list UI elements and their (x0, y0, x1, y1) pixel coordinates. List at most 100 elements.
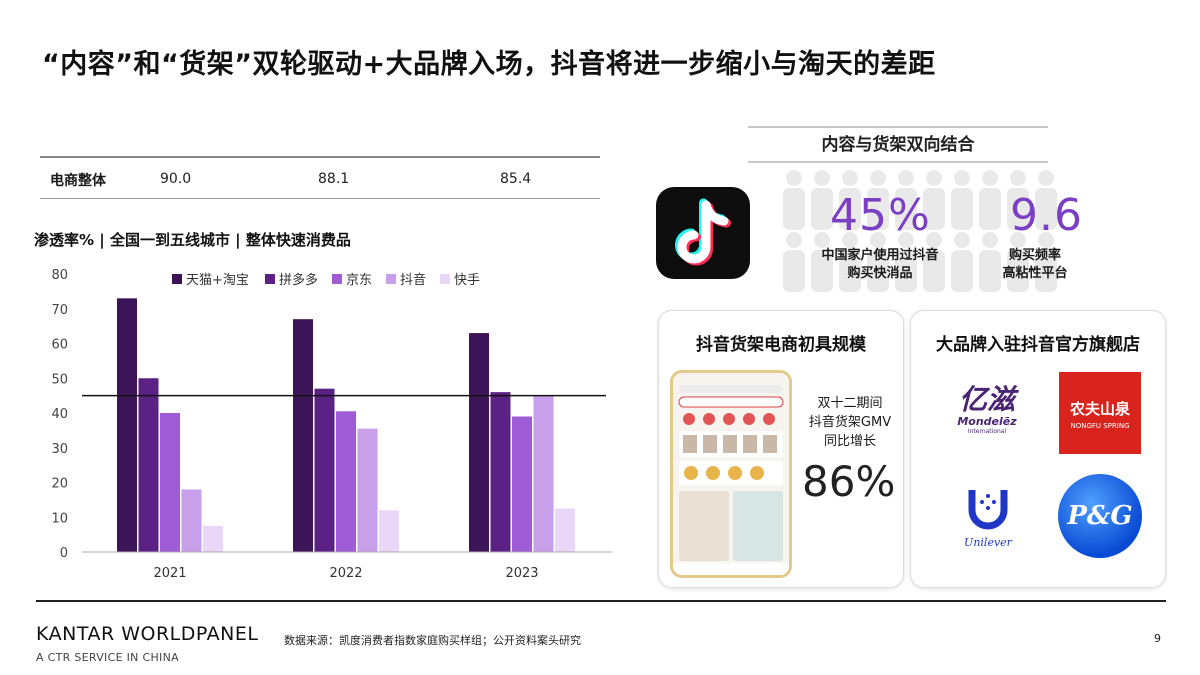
ecommerce-value-2021: 90.0 (160, 171, 192, 187)
bar-2022-2 (336, 411, 356, 552)
mondelez-logo-cn: 亿滋 (958, 383, 1015, 416)
unilever-logo-text: Unilever (964, 536, 1012, 549)
household-usage-label-line2: 购买快消品 (847, 266, 913, 281)
person-icon (1035, 170, 1057, 230)
legend-swatch (172, 274, 182, 284)
bar-2021-1 (138, 378, 159, 552)
person-icon (783, 232, 805, 292)
bar-2023-2 (512, 416, 532, 552)
chart-subtitle: 渗透率% | 全国一到五线城市 | 整体快速消费品 (34, 231, 351, 249)
unilever-u-icon (968, 490, 1008, 530)
person-icon (867, 232, 889, 292)
legend-swatch (386, 274, 396, 284)
purchase-frequency-stat: 9.6 (1010, 190, 1083, 241)
gmv-growth-value: 86% (802, 457, 896, 506)
person-icon (951, 170, 973, 230)
panel-title: 内容与货架双向结合 (821, 135, 975, 155)
y-tick-label: 20 (51, 477, 68, 492)
footer-rule (36, 600, 1166, 602)
legend-label: 天猫+淘宝 (186, 273, 249, 288)
bar-2021-4 (203, 525, 223, 552)
person-icon (1035, 232, 1057, 292)
purchase-frequency-label: 购买频率 高粘性平台 (975, 247, 1095, 283)
y-tick-label: 10 (51, 511, 68, 526)
pg-logo: P&G (1058, 474, 1142, 558)
bar-2022-1 (314, 388, 335, 552)
tiktok-logo-icon (656, 187, 750, 279)
person-icon (811, 232, 833, 292)
nongfu-logo-cn: 农夫山泉 (1069, 400, 1130, 418)
ecommerce-value-2022: 88.1 (318, 171, 350, 187)
person-icon (895, 232, 917, 292)
mondelez-logo-en: Mondelēz (957, 415, 1017, 428)
phone-screenshot (670, 370, 792, 578)
purchase-frequency-label-line1: 购买频率 (1008, 248, 1061, 263)
kantar-logo-subtitle: A CTR SERVICE IN CHINA (36, 651, 179, 664)
person-icon (867, 170, 889, 230)
person-icon (839, 170, 861, 230)
gmv-label-line2: 抖音货架GMV (808, 415, 892, 430)
shelf-ecommerce-card-title: 抖音货架电商初具规模 (696, 335, 866, 355)
nongfu-spring-logo: 农夫山泉 NONGFU SPRING (1059, 372, 1141, 454)
table-bottom-rule (40, 198, 600, 199)
unilever-logo: Unilever (955, 488, 1021, 550)
household-usage-label: 中国家户使用过抖音 购买快消品 (800, 247, 960, 283)
legend-label: 拼多多 (279, 272, 318, 288)
person-icon (1007, 232, 1029, 292)
person-icon (979, 170, 1001, 230)
nongfu-logo-en: NONGFU SPRING (1070, 422, 1130, 430)
purchase-frequency-label-line2: 高粘性平台 (1002, 266, 1068, 281)
panel-header: 内容与货架双向结合 (748, 126, 1048, 163)
legend-swatch (440, 274, 450, 284)
y-tick-label: 70 (51, 303, 68, 318)
household-usage-label-line1: 中国家户使用过抖音 (821, 248, 939, 263)
gmv-label-line1: 双十二期间 (817, 396, 883, 411)
gmv-label-line3: 同比增长 (823, 434, 876, 449)
person-icon (839, 232, 861, 292)
legend-swatch (265, 274, 275, 284)
y-tick-label: 0 (60, 546, 68, 561)
legend-swatch (332, 274, 342, 284)
ecommerce-value-2023: 85.4 (500, 171, 532, 187)
y-tick-label: 30 (51, 442, 68, 457)
people-silhouettes (783, 170, 1057, 292)
bar-2023-4 (555, 508, 575, 552)
mondelez-logo-tag: International (967, 428, 1007, 435)
x-tick-label: 2023 (505, 566, 538, 581)
person-icon (895, 170, 917, 230)
person-icon (783, 170, 805, 230)
bar-2022-4 (379, 510, 399, 552)
legend-label: 快手 (454, 273, 480, 288)
y-tick-label: 40 (51, 407, 68, 422)
bar-2021-3 (181, 489, 202, 552)
table-top-rule (40, 156, 600, 158)
y-tick-label: 50 (51, 372, 68, 387)
gmv-label: 双十二期间 抖音货架GMV 同比增长 (800, 394, 900, 451)
person-icon (951, 232, 973, 292)
bar-2021-2 (160, 413, 180, 552)
person-icon (923, 232, 945, 292)
bar-2022-3 (357, 428, 378, 552)
person-icon (811, 170, 833, 230)
person-icon (923, 170, 945, 230)
person-icon (1007, 170, 1029, 230)
ecommerce-label: 电商整体 (50, 173, 106, 189)
pg-logo-text: P&G (1067, 501, 1133, 531)
bar-2023-3 (533, 395, 554, 552)
legend-label: 京东 (346, 273, 372, 288)
y-tick-label: 80 (51, 268, 68, 283)
bar-2022-0 (293, 319, 313, 552)
x-tick-label: 2022 (329, 566, 362, 581)
page-title: “内容”和“货架”双轮驱动+大品牌入场，抖音将进一步缩小与淘天的差距 (42, 49, 936, 80)
y-tick-label: 60 (51, 338, 68, 353)
kantar-logo: KANTAR WORLDPANEL (36, 623, 259, 645)
bar-2023-0 (469, 333, 489, 552)
mondelez-logo: 亿滋 Mondelēz International (942, 385, 1032, 445)
page-number: 9 (1154, 632, 1161, 645)
bar-2023-1 (490, 392, 511, 552)
x-tick-label: 2021 (153, 566, 186, 581)
person-icon (979, 232, 1001, 292)
penetration-bar-chart: 0 10 20 30 40 50 60 70 80 2021 2022 2023 天猫+淘宝 拼多多 京东 抖… (51, 268, 612, 581)
household-usage-stat: 45% (830, 190, 931, 241)
bar-2021-0 (117, 298, 137, 552)
